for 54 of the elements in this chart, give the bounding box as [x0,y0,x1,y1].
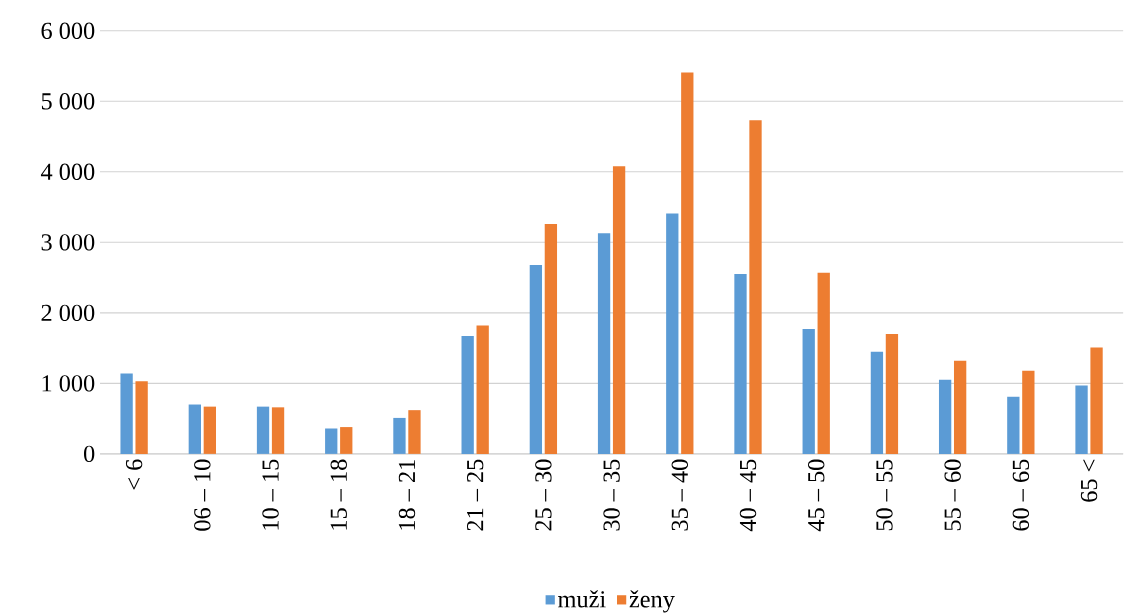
bar [953,361,967,455]
bar [325,428,338,455]
bar [612,166,626,455]
y-tick-label: 4 000 [40,163,95,181]
x-tick-label: 30 – 35 [603,459,620,531]
x-tick-label: 60 – 65 [1012,459,1030,531]
bar [135,381,148,455]
y-tick-label: 6 000 [41,22,95,40]
bar [802,329,815,455]
bar [1075,385,1088,455]
x-tick-label: 06 – 10 [194,459,211,531]
bar [408,410,421,455]
y-tick-label: 1 000 [42,375,95,392]
bar [120,373,133,455]
bar [666,213,679,455]
x-tick-label: 45 – 50 [808,459,825,532]
bar [817,272,830,455]
x-tick-label: 18 – 21 [398,460,416,530]
bar [340,427,353,455]
bar [597,233,611,455]
x-tick-label: 25 – 30 [535,459,552,531]
bar [870,351,884,455]
x-tick-label: 21 – 25 [466,459,484,531]
x-tick-label: 35 – 40 [671,459,688,531]
bar [1090,347,1103,455]
x-tick-label: 15 – 18 [330,459,347,530]
bar [1007,397,1020,455]
x-tick-label: 50 – 55 [876,459,893,531]
bar [476,325,489,455]
bar [681,72,694,455]
y-tick-label: 0 [84,445,95,463]
bar [256,406,270,455]
bar [203,406,216,455]
legend-label: ženy [629,590,675,613]
bar [938,380,952,455]
x-tick-label: 40 – 45 [739,459,757,532]
bar [544,224,558,455]
bar [271,407,285,455]
bar [885,334,899,455]
x-tick-label: < 6 [125,459,143,490]
bar [529,265,543,455]
x-tick-label: 65 < [1080,460,1098,502]
y-tick-label: 2 000 [41,304,95,322]
bar [461,336,474,455]
legend-label: muži [558,590,606,608]
y-tick-label: 5 000 [41,93,95,110]
bar [749,120,762,455]
bar [734,274,747,455]
x-tick-label: 10 – 15 [262,459,279,530]
bar [393,418,406,455]
x-tick-label: 55 – 60 [944,459,961,531]
bar [188,404,201,455]
bar [1022,370,1035,455]
y-tick-label: 3 000 [41,234,95,251]
